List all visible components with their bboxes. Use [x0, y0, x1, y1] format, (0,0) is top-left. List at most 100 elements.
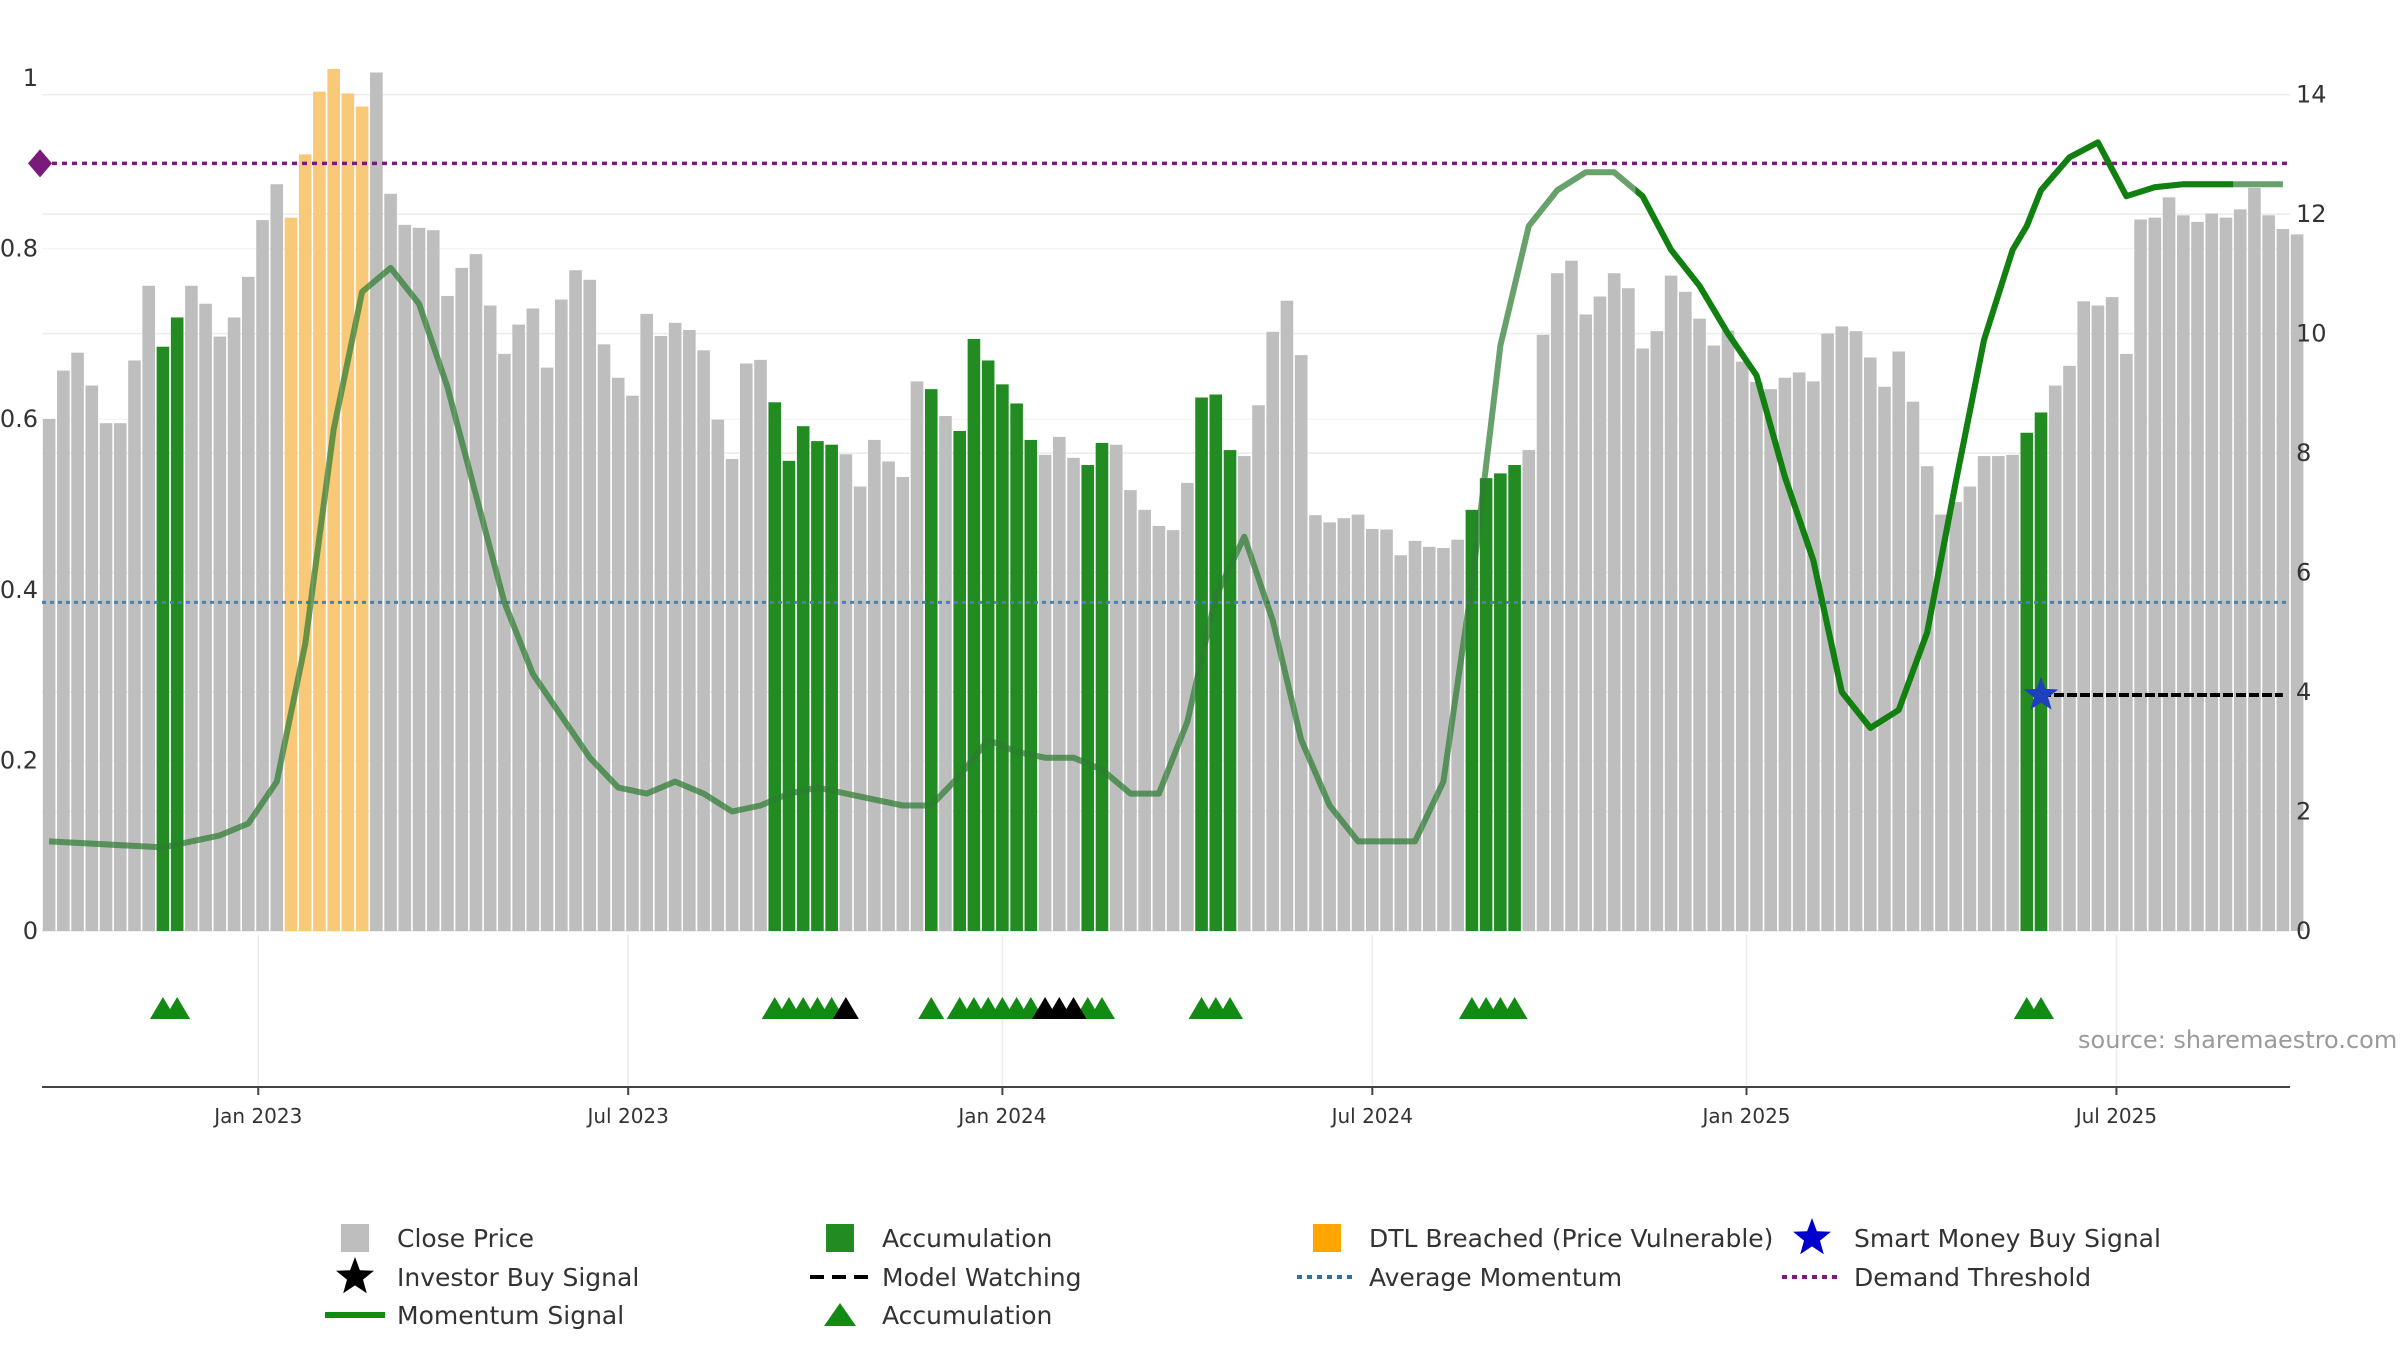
close-price-bar [1707, 345, 1721, 931]
close-price-bar [1920, 466, 1934, 931]
close-price-bar [1252, 405, 1265, 931]
close-price-bar [868, 439, 881, 931]
legend-star-icon-investor-buy-signal [336, 1257, 374, 1294]
close-price-bar [1038, 454, 1052, 931]
close-price-bar [1935, 514, 1948, 931]
left-tick-label: 0.2 [0, 746, 38, 774]
close-price-bar [1892, 351, 1906, 931]
legend-label-demand-threshold: Demand Threshold [1854, 1263, 2091, 1292]
close-price-bar [2105, 297, 2119, 931]
close-price-bar [1437, 548, 1450, 931]
legend: Close Price Accumulation DTL Breached (Pri… [325, 1218, 2161, 1330]
close-price-bar [1380, 529, 1393, 931]
accumulation-bar [2020, 432, 2034, 931]
close-price-bar [2063, 365, 2076, 931]
close-price-bar [1152, 525, 1166, 931]
accumulation-bar [1508, 465, 1521, 931]
legend-swatch-accumulation [826, 1224, 854, 1252]
close-price-bar [1622, 288, 1635, 932]
accumulation-bar [981, 360, 995, 932]
close-price-bar [2248, 187, 2261, 932]
close-price-bar [483, 305, 497, 931]
right-tick-label: 6 [2296, 559, 2311, 587]
close-price-bar [882, 461, 895, 931]
close-price-bar [1992, 456, 2005, 931]
investor-buy-triangle-icon [832, 997, 859, 1019]
close-price-bar [2276, 229, 2290, 932]
accumulation-triangle-icon [1088, 997, 1115, 1019]
close-price-bar [839, 454, 853, 931]
right-tick-label: 4 [2296, 678, 2311, 706]
legend-label-smart-money-buy-signal: Smart Money Buy Signal [1854, 1224, 2161, 1253]
close-price-bar [569, 270, 582, 932]
left-axis-ticks: 0 0.2 0.4 0.6 0.8 1 [0, 64, 38, 945]
close-price-bar [1337, 518, 1351, 931]
close-price-bar [910, 381, 924, 931]
close-price-bar [597, 344, 611, 931]
close-price-bar [2191, 221, 2204, 931]
close-price-bar [412, 227, 426, 932]
close-price-bar [540, 367, 554, 931]
demand-threshold-marker-icon [28, 149, 52, 178]
close-price-bar [2120, 353, 2133, 931]
close-price-bar [199, 303, 212, 931]
x-tick-label: Jul 2024 [1330, 1104, 1413, 1128]
close-price-bar [455, 267, 469, 931]
legend-swatch-close-price [341, 1224, 369, 1252]
accumulation-bar [768, 402, 782, 931]
close-price-bar [1764, 389, 1777, 932]
accumulation-triangle-icon [2028, 997, 2055, 1019]
legend-label-close-price: Close Price [397, 1224, 534, 1253]
dtl-breached-bar [327, 68, 340, 931]
close-price-bar [754, 359, 767, 932]
accumulation-bar [1024, 439, 1038, 931]
accumulation-bar [170, 317, 184, 931]
close-price-bar [1977, 456, 1991, 931]
accumulation-bar [796, 426, 810, 931]
close-price-bar [398, 224, 412, 931]
legend-label-dtl-breached-price-vulnerable: DTL Breached (Price Vulnerable) [1369, 1224, 1773, 1253]
close-price-bar [1565, 260, 1578, 931]
close-price-bar [1807, 381, 1820, 931]
close-price-bar [1166, 530, 1180, 931]
close-price-bar [1792, 372, 1806, 931]
right-tick-label: 12 [2296, 200, 2327, 228]
x-tick-label: Jul 2023 [585, 1104, 668, 1128]
close-price-bar [213, 336, 227, 931]
close-price-bar [1124, 490, 1137, 931]
close-price-bar [85, 385, 99, 931]
close-price-bar [896, 476, 910, 931]
close-price-bar [2091, 305, 2105, 931]
accumulation-bar [1479, 478, 1493, 931]
source-label: source: sharemaestro.com [2078, 1026, 2397, 1054]
close-price-bar [99, 423, 113, 931]
momentum-signal-path-highlight [1635, 139, 2234, 731]
left-tick-label: 0 [23, 917, 38, 945]
close-price-bar [57, 370, 70, 932]
close-price-bar [583, 279, 597, 932]
close-price-bar [227, 317, 241, 931]
right-axis-ticks: 0 2 4 6 8 10 12 14 [2296, 81, 2327, 945]
close-price-bar [1863, 357, 1877, 931]
close-price-bar [2006, 454, 2019, 931]
accumulation-bar [1223, 450, 1237, 931]
close-price-bar [1394, 555, 1408, 931]
close-price-bar [1664, 275, 1678, 931]
close-price-bar [2048, 385, 2062, 931]
close-price-bar [1778, 377, 1792, 931]
close-price-bar [2262, 215, 2275, 931]
left-tick-label: 0.4 [0, 576, 38, 604]
accumulation-bar [156, 346, 170, 931]
accumulation-bar [1081, 465, 1095, 931]
x-tick-label: Jan 2023 [212, 1104, 302, 1128]
close-price-bar [71, 352, 84, 931]
close-price-bar [1408, 540, 1422, 931]
left-tick-label: 1 [23, 64, 38, 92]
close-price-bar [142, 285, 156, 931]
close-price-bar [2205, 213, 2219, 931]
close-price-bar [1138, 509, 1151, 931]
accumulation-bar [967, 338, 981, 932]
close-price-bar [1593, 296, 1607, 931]
close-price-bar [668, 322, 682, 931]
close-price-bar [2219, 217, 2233, 932]
